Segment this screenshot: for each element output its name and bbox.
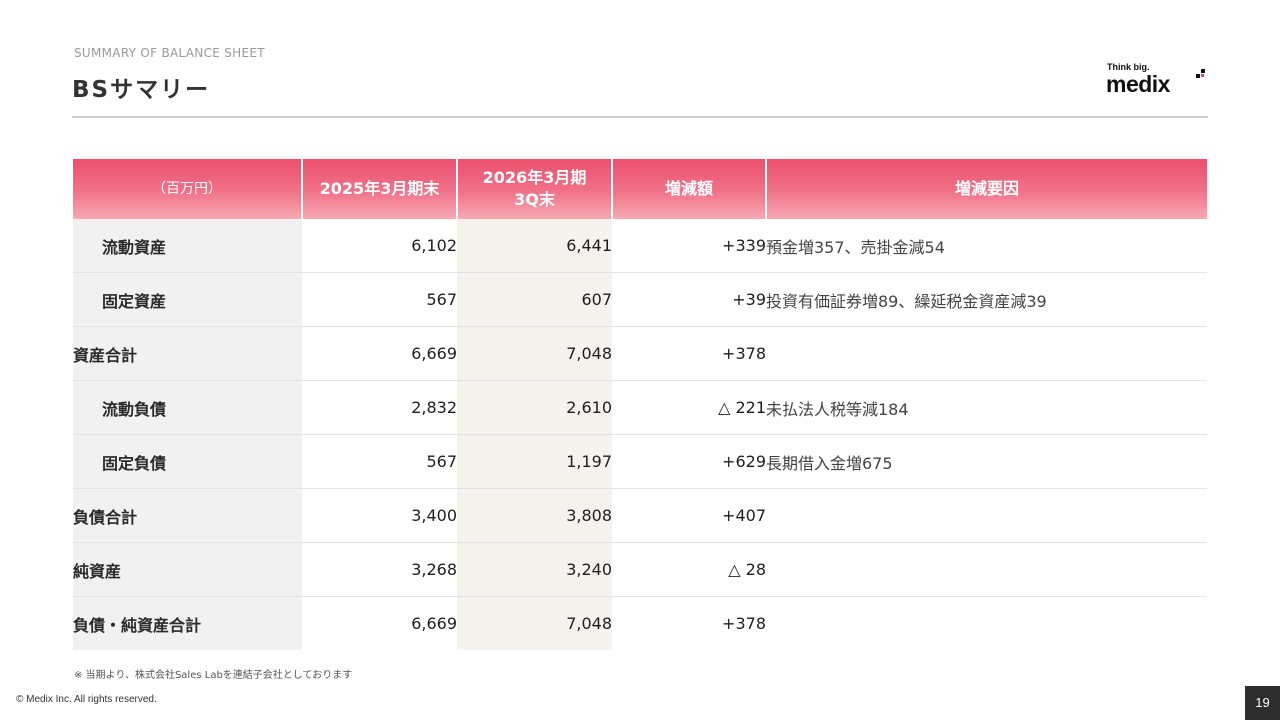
prev-value: 6,102: [302, 219, 457, 273]
reason-text: [766, 326, 1207, 381]
row-label: 固定負債: [73, 434, 302, 489]
prev-value: 567: [302, 272, 457, 327]
header-prev-period: 2025年3月期末: [302, 159, 458, 219]
prev-value: 2,832: [302, 380, 457, 435]
page-title: BSサマリー: [72, 77, 211, 103]
footnote: ※ 当期より、株式会社Sales Labを連結子会社としております: [74, 670, 353, 681]
prev-value: 3,400: [302, 488, 457, 543]
difference-value: △ 28: [612, 542, 766, 597]
row-label: 資産合計: [73, 326, 302, 381]
reason-text: 長期借入金増675: [766, 434, 1207, 489]
balance-sheet-table: （百万円） 2025年3月期末 2026年3月期 3Q末 増減額 増減要因 流動…: [73, 159, 1207, 650]
reason-text: [766, 488, 1207, 543]
table-row: 負債・純資産合計 6,669 7,048 +378: [73, 596, 1207, 650]
current-value: 607: [457, 272, 612, 327]
table-row: 固定負債 567 1,197 +629 長期借入金増675: [73, 434, 1207, 489]
current-value: 3,808: [457, 488, 612, 543]
difference-value: +378: [612, 596, 766, 650]
header-current-period: 2026年3月期 3Q末: [457, 159, 613, 219]
row-label: 固定資産: [73, 272, 302, 327]
section-subtitle: SUMMARY OF BALANCE SHEET: [74, 46, 265, 60]
header-current-line2: 3Q末: [514, 190, 555, 209]
reason-text: 未払法人税等減184: [766, 380, 1207, 435]
current-value: 6,441: [457, 219, 612, 273]
row-label: 負債合計: [73, 488, 302, 543]
difference-value: +39: [612, 272, 766, 327]
difference-value: △ 221: [612, 380, 766, 435]
header-unit: （百万円）: [73, 159, 303, 219]
logo-wordmark: medix: [1106, 71, 1170, 97]
table-row: 流動負債 2,832 2,610 △ 221 未払法人税等減184: [73, 380, 1207, 435]
difference-value: +629: [612, 434, 766, 489]
copyright-text: © Medix Inc. All rights reserved.: [16, 694, 157, 705]
title-divider: [72, 116, 1208, 118]
reason-text: [766, 542, 1207, 597]
row-label: 流動負債: [73, 380, 302, 435]
table-row: 固定資産 567 607 +39 投資有価証券増89、繰延税金資産減39: [73, 272, 1207, 327]
prev-value: 6,669: [302, 326, 457, 381]
current-value: 1,197: [457, 434, 612, 489]
reason-text: 預金増357、売掛金減54: [766, 219, 1207, 273]
table-row: 資産合計 6,669 7,048 +378: [73, 326, 1207, 381]
current-value: 3,240: [457, 542, 612, 597]
row-label: 流動資産: [73, 219, 302, 273]
row-label: 負債・純資産合計: [73, 596, 302, 650]
table-row: 純資産 3,268 3,240 △ 28: [73, 542, 1207, 597]
prev-value: 567: [302, 434, 457, 489]
current-value: 2,610: [457, 380, 612, 435]
page-number: 19: [1245, 686, 1280, 720]
row-label: 純資産: [73, 542, 302, 597]
medix-logo: Think big. medix: [1106, 62, 1210, 98]
table-header-row: （百万円） 2025年3月期末 2026年3月期 3Q末 増減額 増減要因: [73, 159, 1207, 219]
table-row: 流動資産 6,102 6,441 +339 預金増357、売掛金減54: [73, 219, 1207, 273]
header-current-line1: 2026年3月期: [482, 168, 587, 187]
difference-value: +407: [612, 488, 766, 543]
difference-value: +378: [612, 326, 766, 381]
header-reason: 増減要因: [766, 159, 1207, 219]
logo-tagline: Think big.: [1107, 62, 1150, 72]
current-value: 7,048: [457, 596, 612, 650]
reason-text: [766, 596, 1207, 650]
current-value: 7,048: [457, 326, 612, 381]
table-row: 負債合計 3,400 3,808 +407: [73, 488, 1207, 543]
prev-value: 6,669: [302, 596, 457, 650]
logo-dots-icon: [1196, 69, 1205, 78]
difference-value: +339: [612, 219, 766, 273]
header-difference: 増減額: [612, 159, 767, 219]
prev-value: 3,268: [302, 542, 457, 597]
reason-text: 投資有価証券増89、繰延税金資産減39: [766, 272, 1207, 327]
